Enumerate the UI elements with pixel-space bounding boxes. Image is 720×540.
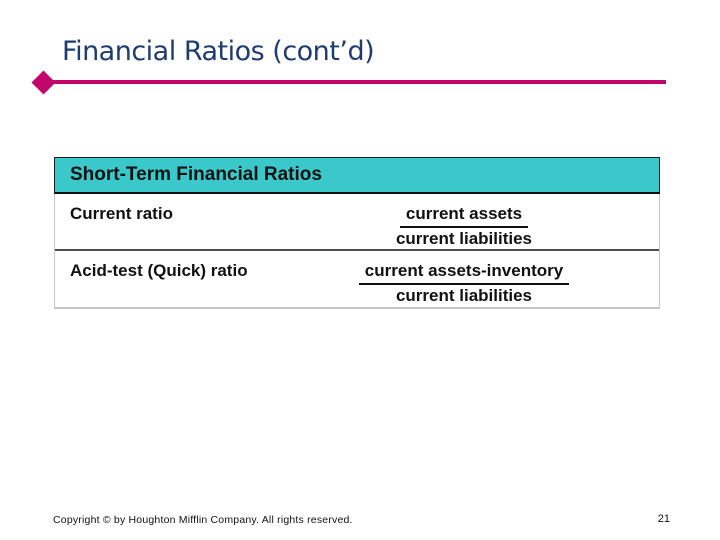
page-title: Financial Ratios (cont’d): [62, 36, 375, 67]
slide-page-number: 21: [657, 513, 670, 525]
short-term-ratios-table: Short-Term Financial Ratios Current rati…: [54, 157, 660, 309]
table-row: Acid-test (Quick) ratio current assets-i…: [55, 249, 659, 307]
formula-denominator: current liabilities: [395, 286, 533, 305]
table-row: Current ratio current assets current lia…: [55, 194, 659, 249]
ratio-formula: current assets current liabilities: [269, 194, 659, 249]
title-underline-rule: [52, 80, 666, 84]
ratio-label: Current ratio: [70, 204, 173, 223]
formula-numerator: current assets: [399, 203, 529, 228]
ratio-label: Acid-test (Quick) ratio: [70, 261, 248, 280]
table-body: Current ratio current assets current lia…: [54, 194, 660, 309]
ratio-formula: current assets-inventory current liabili…: [269, 251, 659, 307]
table-header: Short-Term Financial Ratios: [54, 157, 660, 194]
formula-denominator: current liabilities: [395, 229, 533, 248]
copyright-footer: Copyright © by Houghton Mifflin Company.…: [53, 514, 353, 526]
formula-numerator: current assets-inventory: [358, 260, 570, 285]
